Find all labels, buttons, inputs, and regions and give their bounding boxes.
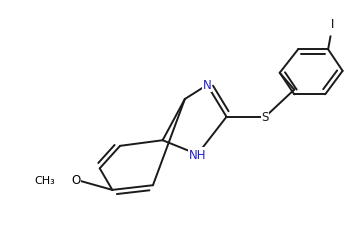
Text: S: S	[261, 111, 269, 124]
Text: I: I	[331, 18, 335, 30]
Text: NH: NH	[189, 148, 206, 161]
Text: CH₃: CH₃	[34, 175, 55, 185]
Text: N: N	[203, 79, 212, 92]
Text: O: O	[71, 173, 80, 186]
